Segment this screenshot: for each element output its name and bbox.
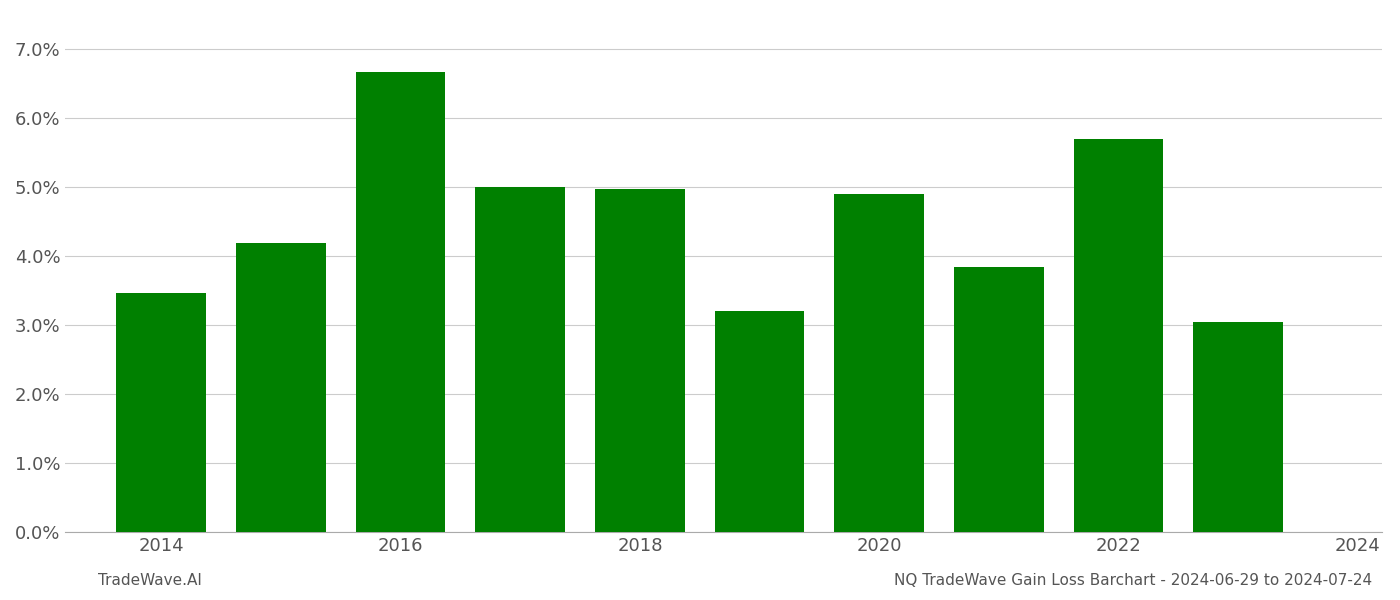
Bar: [595, 189, 685, 532]
Bar: [356, 71, 445, 532]
Bar: [476, 187, 566, 532]
Text: TradeWave.AI: TradeWave.AI: [98, 573, 202, 588]
Bar: [1193, 322, 1284, 532]
Bar: [714, 311, 805, 532]
Bar: [116, 293, 206, 532]
Bar: [1074, 139, 1163, 532]
Bar: [953, 266, 1044, 532]
Text: NQ TradeWave Gain Loss Barchart - 2024-06-29 to 2024-07-24: NQ TradeWave Gain Loss Barchart - 2024-0…: [893, 573, 1372, 588]
Bar: [237, 242, 326, 532]
Bar: [834, 194, 924, 532]
